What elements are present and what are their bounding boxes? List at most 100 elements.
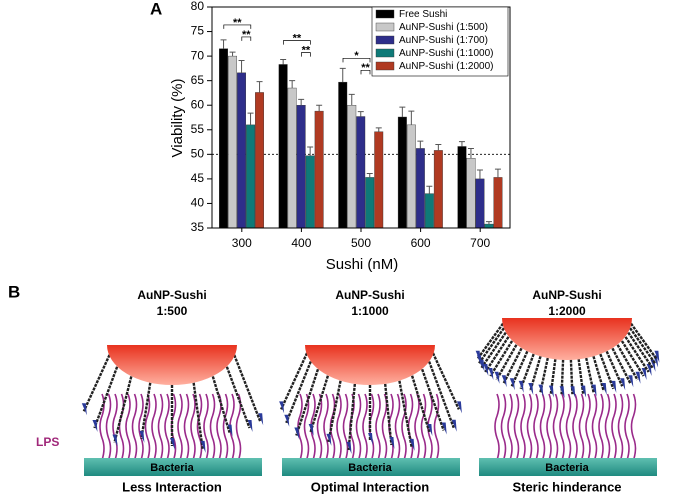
lps-strand [222, 393, 229, 461]
panel-caption: Steric hinderance [512, 479, 621, 494]
bacteria-membrane [479, 458, 657, 476]
panel-label: B [8, 282, 20, 301]
legend-label: AuNP-Sushi (1:1000) [399, 48, 494, 59]
lps-strand [533, 393, 539, 461]
error-bar [399, 106, 406, 118]
peptide-tip [646, 364, 652, 377]
panel-label: A [150, 0, 162, 18]
lps-strand [381, 393, 388, 461]
significance-label: ** [242, 29, 251, 41]
lps-strand [183, 393, 190, 461]
panel-title: AuNP-Sushi [137, 288, 206, 302]
y-tick-label: 65 [191, 73, 205, 87]
lps-strand [552, 393, 559, 461]
peptide [383, 379, 393, 446]
y-tick-label: 60 [191, 97, 205, 111]
peptide-tip [227, 424, 233, 437]
error-bar [229, 51, 236, 57]
bacteria-membrane [84, 458, 262, 476]
lps-strand [99, 393, 105, 461]
legend-label: AuNP-Sushi (1:700) [399, 35, 488, 46]
peptide-tip [346, 441, 352, 454]
bar [305, 155, 315, 229]
peptide [93, 362, 120, 429]
lps-strand [303, 393, 310, 461]
legend-label: AuNP-Sushi (1:500) [399, 22, 488, 33]
significance-bracket [283, 40, 311, 45]
peptide-tip [476, 355, 482, 368]
peptide [480, 328, 510, 369]
error-bar [476, 169, 483, 179]
peptide-tip [501, 375, 507, 388]
panel-caption: Optimal Interaction [311, 479, 430, 494]
error-bar [316, 104, 323, 112]
lps-strand [177, 393, 183, 461]
lps-strand [578, 393, 585, 461]
significance-label: ** [233, 17, 242, 29]
lps-strand [526, 393, 533, 461]
bar [246, 124, 256, 229]
error-bar [289, 80, 296, 89]
y-tick-label: 75 [191, 24, 205, 38]
peptide [495, 340, 520, 381]
bar [237, 72, 247, 229]
peptide-tip [601, 382, 607, 395]
peptide-tip [494, 371, 500, 384]
peptide [309, 371, 331, 433]
error-bar [339, 67, 346, 83]
error-bar [247, 112, 254, 125]
error-bar [417, 140, 424, 149]
lps-strand [630, 393, 637, 461]
bar [314, 110, 324, 229]
lps-strand [624, 393, 630, 461]
bacteria-label: Bacteria [348, 462, 392, 474]
peptide [347, 379, 357, 451]
peptide [426, 357, 455, 429]
bar [433, 150, 443, 229]
lps-strand [611, 393, 617, 461]
lps-strand [500, 393, 507, 461]
error-bar [366, 172, 373, 178]
bar [424, 193, 434, 229]
bar [406, 124, 416, 229]
peptide-tip [112, 434, 118, 447]
peptide-tip [427, 423, 433, 436]
legend-swatch [375, 48, 395, 58]
peptide-tip [591, 384, 597, 397]
bar [466, 158, 476, 229]
peptide-tip [279, 401, 285, 414]
significance-label: * [354, 50, 359, 62]
lps-strand [414, 393, 420, 461]
peptide [295, 365, 321, 436]
lps-strand [572, 393, 578, 461]
lps-strand [604, 393, 611, 461]
lps-strand [420, 393, 427, 461]
peptide [519, 349, 537, 390]
error-bar [280, 59, 287, 65]
peptide-tip [200, 440, 206, 453]
significance-bracket [241, 36, 252, 41]
peptide [624, 328, 654, 369]
bar [415, 148, 425, 229]
lps-strand [559, 393, 565, 461]
lps-strand [433, 393, 440, 461]
peptide-tip [528, 382, 534, 395]
lps-strand [494, 393, 500, 461]
peptide-tip [284, 414, 290, 427]
legend-swatch [375, 9, 395, 19]
bar [475, 178, 485, 229]
legend-box [371, 6, 509, 77]
bar [397, 116, 407, 229]
error-bar [348, 93, 355, 106]
lps-strand [513, 393, 520, 461]
panel-ratio: 1:500 [157, 304, 188, 318]
peptide-tip [518, 380, 524, 393]
peptide [140, 378, 153, 440]
bacteria-membrane [282, 458, 460, 476]
lps-strand [407, 393, 414, 461]
panel-ratio: 1:1000 [351, 304, 389, 318]
error-bar [307, 146, 314, 156]
peptide [210, 372, 231, 433]
x-tick-label: 600 [411, 236, 431, 250]
lps-strand [209, 393, 216, 461]
